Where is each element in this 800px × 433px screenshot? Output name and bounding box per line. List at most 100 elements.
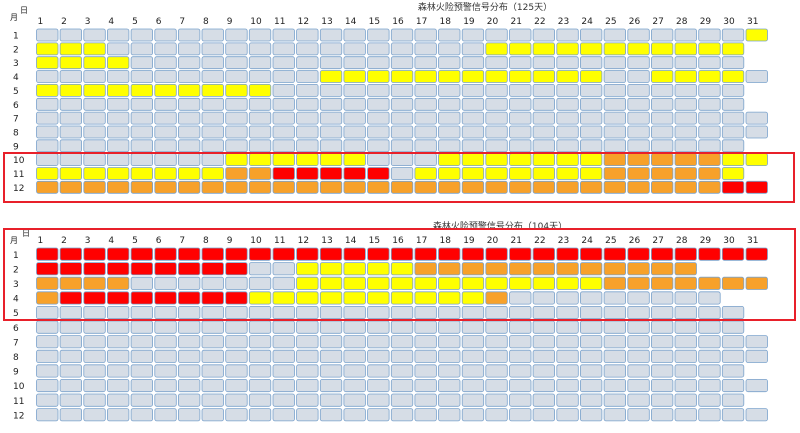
cell-top-m12-d24 bbox=[580, 180, 603, 194]
cell-top-m2-d26 bbox=[627, 42, 650, 56]
cell-bottom-m3-d27 bbox=[651, 276, 674, 290]
cell-top-m2-d4 bbox=[107, 42, 130, 56]
cell-bottom-m11-d17 bbox=[414, 393, 437, 407]
cell-top-m6-d28 bbox=[674, 97, 697, 111]
cell-top-m12-d9 bbox=[225, 180, 248, 194]
cell-top-m4-d9 bbox=[225, 70, 248, 83]
cell-top-m7-d17 bbox=[414, 111, 437, 125]
cell-bottom-m7-d18 bbox=[438, 335, 461, 349]
cell-bottom-m8-d18 bbox=[438, 349, 461, 363]
cell-bottom-m6-d8 bbox=[201, 320, 224, 334]
cell-bottom-m10-d27 bbox=[651, 378, 674, 393]
cell-top-m9-d7 bbox=[177, 139, 201, 153]
y-tick-bottom-1: 1 bbox=[13, 251, 19, 261]
cell-top-m7-d9 bbox=[225, 111, 248, 125]
cell-top-m5-d28 bbox=[674, 84, 697, 97]
cells-top bbox=[36, 28, 768, 194]
x-tick-bottom-24: 24 bbox=[581, 236, 593, 246]
cell-bottom-m4-d3 bbox=[83, 291, 106, 305]
x-tick-top-14: 14 bbox=[345, 17, 357, 27]
cell-bottom-m8-d24 bbox=[580, 349, 603, 363]
cell-top-m1-d18 bbox=[438, 28, 461, 42]
cell-bottom-m6-d24 bbox=[580, 320, 603, 334]
cell-bottom-m10-d19 bbox=[461, 378, 485, 393]
cell-top-m5-d6 bbox=[154, 84, 177, 97]
cell-top-m12-d12 bbox=[296, 180, 319, 194]
x-tick-bottom-6: 6 bbox=[156, 236, 162, 246]
cell-top-m3-d2 bbox=[59, 56, 82, 70]
cell-top-m10-d6 bbox=[154, 153, 177, 167]
cell-top-m5-d14 bbox=[343, 84, 366, 97]
cell-top-m3-d26 bbox=[627, 56, 650, 70]
cell-bottom-m7-d29 bbox=[698, 335, 721, 349]
cell-bottom-m9-d26 bbox=[627, 364, 650, 378]
cell-top-m6-d8 bbox=[201, 97, 224, 111]
cell-top-m10-d31 bbox=[745, 153, 768, 167]
cell-top-m2-d11 bbox=[272, 42, 295, 56]
cell-bottom-m5-d12 bbox=[296, 305, 319, 320]
cell-top-m5-d5 bbox=[130, 84, 154, 97]
cell-bottom-m7-d3 bbox=[83, 335, 106, 349]
cell-bottom-m12-d6 bbox=[154, 408, 177, 422]
cell-bottom-m12-d5 bbox=[130, 408, 154, 422]
cell-top-m7-d31 bbox=[745, 111, 768, 125]
cell-bottom-m4-d10 bbox=[248, 291, 272, 305]
cell-bottom-m3-d19 bbox=[461, 276, 485, 290]
cell-bottom-m11-d7 bbox=[177, 393, 201, 407]
cell-bottom-m12-d26 bbox=[627, 408, 650, 422]
cell-top-m2-d27 bbox=[651, 42, 674, 56]
cell-bottom-m8-d31 bbox=[745, 349, 768, 363]
cell-top-m7-d13 bbox=[319, 111, 343, 125]
x-ticks-top: 1 2 3 4 5 6 7 8 9 10 11 12 13 14 15 16 17 18 19 20 21 22 23 24 2… bbox=[38, 17, 759, 27]
chart-title-bottom: 森林火险预警信号分布（104天） bbox=[433, 220, 567, 232]
cell-top-m3-d24 bbox=[580, 56, 603, 70]
x-tick-top-11: 11 bbox=[274, 17, 285, 27]
cell-bottom-m2-d22 bbox=[532, 262, 555, 276]
cell-bottom-m3-d12 bbox=[296, 276, 319, 290]
cell-bottom-m6-d17 bbox=[414, 320, 437, 334]
cell-top-m8-d26 bbox=[627, 125, 650, 139]
cell-top-m6-d5 bbox=[130, 97, 154, 111]
cell-top-m10-d5 bbox=[130, 153, 154, 167]
cell-bottom-m9-d12 bbox=[296, 364, 319, 378]
cell-bottom-m4-d28 bbox=[674, 291, 697, 305]
cell-top-m3-d13 bbox=[319, 56, 343, 70]
cell-top-m9-d11 bbox=[272, 139, 295, 153]
cell-top-m4-d19 bbox=[461, 70, 485, 83]
corner-day-label-top: 日 bbox=[20, 6, 28, 15]
cell-bottom-m5-d18 bbox=[438, 305, 461, 320]
cell-bottom-m6-d6 bbox=[154, 320, 177, 334]
cell-top-m8-d21 bbox=[509, 125, 532, 139]
cell-top-m1-d10 bbox=[248, 28, 272, 42]
cell-top-m5-d20 bbox=[485, 84, 508, 97]
cell-top-m8-d24 bbox=[580, 125, 603, 139]
cell-top-m8-d13 bbox=[319, 125, 343, 139]
cell-bottom-m6-d27 bbox=[651, 320, 674, 334]
cell-bottom-m4-d14 bbox=[343, 291, 366, 305]
cell-bottom-m11-d29 bbox=[698, 393, 721, 407]
x-tick-bottom-31: 31 bbox=[747, 236, 758, 246]
cell-bottom-m1-d11 bbox=[272, 247, 295, 261]
cell-bottom-m3-d22 bbox=[532, 276, 555, 290]
cell-top-m8-d17 bbox=[414, 125, 437, 139]
cell-top-m4-d2 bbox=[59, 70, 82, 83]
x-tick-top-24: 24 bbox=[581, 17, 593, 27]
cell-bottom-m11-d28 bbox=[674, 393, 697, 407]
cell-bottom-m8-d16 bbox=[390, 349, 414, 363]
cell-bottom-m6-d19 bbox=[461, 320, 485, 334]
cell-bottom-m6-d2 bbox=[59, 320, 82, 334]
cell-bottom-m1-d10 bbox=[248, 247, 272, 261]
cell-bottom-m11-d4 bbox=[107, 393, 130, 407]
heatmap-top: 森林火险预警信号分布（125天） 日 月 1 2 3 4 5 6 7 8 9 10 11 12 13 14… bbox=[10, 1, 768, 194]
cell-top-m7-d24 bbox=[580, 111, 603, 125]
cell-top-m6-d14 bbox=[343, 97, 366, 111]
cell-bottom-m7-d4 bbox=[107, 335, 130, 349]
cell-bottom-m5-d27 bbox=[651, 305, 674, 320]
cell-top-m10-d12 bbox=[296, 153, 319, 167]
cell-top-m9-d30 bbox=[721, 139, 745, 153]
x-tick-top-29: 29 bbox=[700, 17, 712, 27]
cell-top-m1-d29 bbox=[698, 28, 721, 42]
cell-top-m3-d5 bbox=[130, 56, 154, 70]
cell-bottom-m11-d12 bbox=[296, 393, 319, 407]
